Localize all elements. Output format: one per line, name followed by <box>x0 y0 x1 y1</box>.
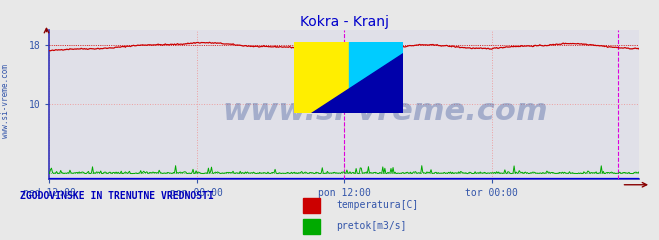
Text: temperatura[C]: temperatura[C] <box>336 200 418 210</box>
Title: Kokra - Kranj: Kokra - Kranj <box>300 15 389 29</box>
Bar <box>349 42 403 113</box>
Bar <box>303 198 320 213</box>
Text: pretok[m3/s]: pretok[m3/s] <box>336 222 407 231</box>
Polygon shape <box>310 53 403 113</box>
Text: www.si-vreme.com: www.si-vreme.com <box>223 97 548 126</box>
Text: ZGODOVINSKE IN TRENUTNE VREDNOSTI: ZGODOVINSKE IN TRENUTNE VREDNOSTI <box>20 191 214 201</box>
Bar <box>303 219 320 234</box>
Bar <box>294 42 349 113</box>
Text: www.si-vreme.com: www.si-vreme.com <box>1 64 10 138</box>
